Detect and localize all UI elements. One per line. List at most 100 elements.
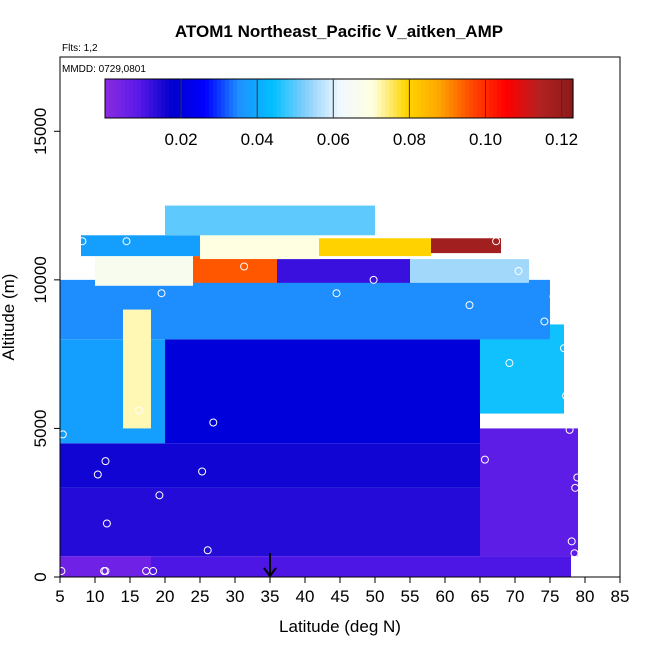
colorbar-segment bbox=[389, 79, 394, 118]
colorbar-segment bbox=[105, 79, 110, 118]
chart-title: ATOM1 Northeast_Pacific V_aitken_AMP bbox=[175, 22, 503, 41]
colorbar-segment bbox=[461, 79, 466, 118]
colorbar-segment bbox=[493, 79, 498, 118]
colorbar-tick-label: 0.06 bbox=[317, 130, 350, 149]
data-point bbox=[574, 405, 582, 414]
colorbar-segment bbox=[305, 79, 310, 118]
y-axis: 0 5000 10000 15000 bbox=[31, 108, 60, 582]
data-point bbox=[135, 406, 144, 415]
colorbar-segment bbox=[529, 79, 534, 118]
data-point bbox=[209, 418, 218, 427]
colorbar-segment bbox=[545, 79, 550, 118]
colorbar-segment bbox=[481, 79, 486, 118]
colorbar-segment bbox=[421, 79, 426, 118]
colorbar-segment bbox=[473, 79, 478, 118]
colorbar-segment bbox=[369, 79, 374, 118]
heatmap-cell bbox=[431, 238, 501, 254]
colorbar-segment bbox=[325, 79, 330, 118]
data-point bbox=[492, 237, 501, 246]
colorbar-segment bbox=[341, 79, 346, 118]
colorbar-segment bbox=[433, 79, 438, 118]
colorbar-segment bbox=[285, 79, 290, 118]
x-tick-label: 20 bbox=[156, 587, 175, 606]
heatmap-cell bbox=[60, 443, 480, 488]
heatmap-cell bbox=[410, 259, 529, 283]
x-tick-label: 30 bbox=[226, 587, 245, 606]
colorbar-segment bbox=[365, 79, 370, 118]
colorbar-segment bbox=[517, 79, 522, 118]
colorbar-segment bbox=[277, 79, 282, 118]
colorbar-segment bbox=[113, 79, 118, 118]
colorbar-segment bbox=[377, 79, 382, 118]
data-point bbox=[465, 301, 474, 310]
colorbar-segment bbox=[301, 79, 306, 118]
flights-annotation: Flts: 1,2 bbox=[62, 43, 98, 54]
colorbar-segment bbox=[221, 79, 226, 118]
colorbar-segment bbox=[385, 79, 390, 118]
colorbar-segment bbox=[537, 79, 542, 118]
colorbar-segment bbox=[161, 79, 166, 118]
colorbar-segment bbox=[189, 79, 194, 118]
colorbar-segment bbox=[553, 79, 558, 118]
colorbar-segment bbox=[313, 79, 318, 118]
colorbar-segment bbox=[121, 79, 126, 118]
colorbar-segment bbox=[337, 79, 342, 118]
y-tick-label: 0 bbox=[31, 572, 50, 581]
x-tick-label: 15 bbox=[121, 587, 140, 606]
colorbar-segment bbox=[525, 79, 530, 118]
data-point bbox=[557, 284, 566, 293]
colorbar-segment bbox=[437, 79, 442, 118]
colorbar-segment bbox=[361, 79, 366, 118]
colorbar-segment bbox=[509, 79, 514, 118]
colorbar-segment bbox=[513, 79, 518, 118]
data-point bbox=[573, 473, 582, 482]
x-tick-label: 40 bbox=[296, 587, 315, 606]
colorbar-segment bbox=[225, 79, 230, 118]
data-point bbox=[198, 467, 207, 476]
colorbar-segment bbox=[349, 79, 354, 118]
colorbar-segment bbox=[397, 79, 402, 118]
colorbar-segment bbox=[213, 79, 218, 118]
colorbar-segment bbox=[373, 79, 378, 118]
data-point bbox=[58, 430, 67, 439]
data-point bbox=[369, 275, 378, 284]
colorbar-segment bbox=[329, 79, 334, 118]
colorbar-segment bbox=[413, 79, 418, 118]
data-point bbox=[562, 391, 571, 400]
colorbar-segment bbox=[241, 79, 246, 118]
colorbar-segment bbox=[309, 79, 314, 118]
colorbar-segment bbox=[245, 79, 250, 118]
x-tick-label: 10 bbox=[86, 587, 105, 606]
colorbar-segment bbox=[425, 79, 430, 118]
colorbar-segment bbox=[177, 79, 182, 118]
heatmap-cell bbox=[60, 556, 151, 577]
colorbar-segment bbox=[541, 79, 546, 118]
colorbar-segment bbox=[173, 79, 178, 118]
x-axis: 5 10 15 20 25 30 35 40 45 50 55 60 65 70 75 80 85 bbox=[55, 577, 629, 606]
colorbar-segment bbox=[457, 79, 462, 118]
heatmap-cell bbox=[193, 256, 277, 283]
data-point bbox=[101, 567, 110, 576]
heatmap-cell bbox=[319, 238, 431, 257]
heatmap-cell bbox=[165, 339, 480, 444]
colorbar-segment bbox=[293, 79, 298, 118]
colorbar-segment bbox=[557, 79, 562, 118]
colorbar-segment bbox=[353, 79, 358, 118]
colorbar-tick-label: 0.04 bbox=[241, 130, 274, 149]
data-point bbox=[157, 289, 166, 298]
colorbar-segment bbox=[253, 79, 258, 118]
latitude-marker bbox=[263, 553, 277, 578]
data-point bbox=[540, 317, 549, 326]
data-point bbox=[149, 567, 158, 576]
colorbar-segment bbox=[357, 79, 362, 118]
colorbar-segment bbox=[137, 79, 142, 118]
colorbar-segment bbox=[381, 79, 386, 118]
colorbar-segment bbox=[237, 79, 242, 118]
data-point bbox=[560, 344, 568, 353]
x-tick-label: 65 bbox=[471, 587, 490, 606]
colorbar-tick-label: 0.12 bbox=[545, 130, 578, 149]
y-tick-label: 5000 bbox=[31, 410, 50, 448]
colorbar-segment bbox=[485, 79, 490, 118]
data-point bbox=[567, 537, 576, 546]
data-point bbox=[480, 455, 489, 464]
